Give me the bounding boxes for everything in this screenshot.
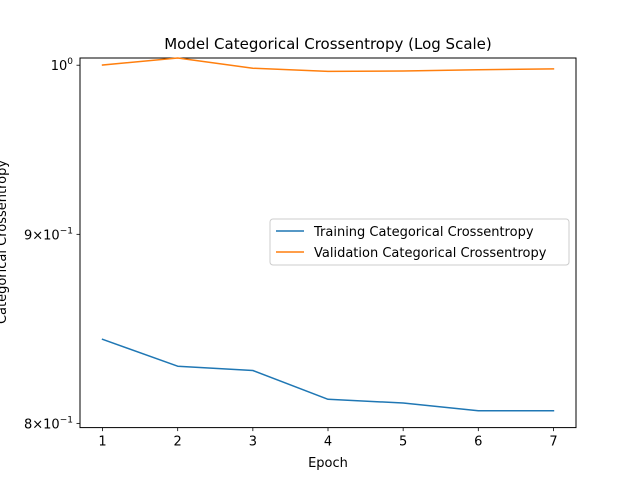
- x-tick-label: 6: [474, 435, 482, 450]
- series-group: [101, 57, 555, 412]
- legend-label: Validation Categorical Crossentropy: [314, 246, 547, 261]
- y-tick-label: 100: [51, 57, 74, 74]
- y-axis-label: Categorical Crossentropy: [0, 160, 10, 324]
- legend: Training Categorical Crossentropy Validat…: [269, 218, 570, 266]
- y-tick-label: 8×10−1: [24, 415, 73, 432]
- x-tick-label: 5: [399, 435, 407, 450]
- legend-label: Training Categorical Crossentropy: [313, 225, 534, 240]
- x-tick-label: 4: [324, 435, 332, 450]
- legend-box: [269, 218, 570, 266]
- series-line-0: [101, 338, 555, 412]
- x-axis-label: Epoch: [308, 456, 348, 471]
- chart-title: Model Categorical Crossentropy (Log Scal…: [164, 35, 492, 53]
- x-tick-label: 2: [174, 435, 182, 450]
- y-axis: 8×10−1 9×10−1 100: [24, 57, 80, 432]
- x-tick-label: 1: [98, 435, 106, 450]
- series-line-1: [101, 57, 555, 73]
- y-tick-label: 9×10−1: [24, 226, 73, 243]
- x-tick-label: 7: [549, 435, 557, 450]
- x-tick-label: 3: [249, 435, 257, 450]
- x-axis: 1 2 3 4 5 6 7: [98, 427, 558, 450]
